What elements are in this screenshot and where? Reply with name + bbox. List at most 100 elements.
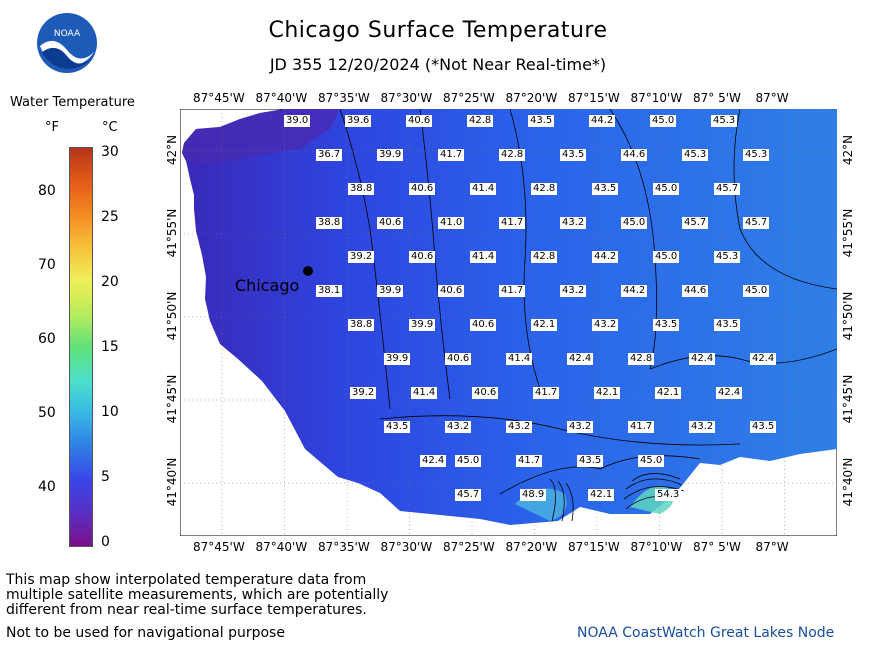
temperature-value: 43.5	[577, 455, 604, 467]
temperature-value: 42.8	[531, 183, 558, 195]
latitude-label: 41°55'N	[165, 208, 179, 258]
temperature-value: 40.6	[472, 387, 499, 399]
temperature-value: 45.0	[455, 455, 482, 467]
temperature-value: 45.7	[743, 217, 770, 229]
longitude-label: 87°15'W	[568, 91, 620, 105]
legend-c-tick: 10	[101, 404, 119, 420]
temperature-value: 41.4	[470, 183, 497, 195]
temperature-value: 40.6	[409, 251, 436, 263]
temperature-value: 45.3	[743, 149, 770, 161]
longitude-label: 87°35'W	[318, 91, 370, 105]
temperature-value: 36.7	[316, 149, 343, 161]
temperature-value: 39.9	[384, 353, 411, 365]
temperature-value: 42.4	[567, 353, 594, 365]
temperature-value: 41.7	[628, 421, 655, 433]
temperature-value: 45.0	[638, 455, 665, 467]
temperature-value: 45.0	[653, 183, 680, 195]
temperature-value: 41.0	[438, 217, 465, 229]
temperature-value: 41.7	[533, 387, 560, 399]
legend-unit-f: °F	[45, 120, 59, 135]
temperature-value: 41.4	[411, 387, 438, 399]
temperature-value: 45.0	[650, 115, 677, 127]
page-title: Chicago Surface Temperature	[268, 18, 608, 43]
temperature-value: 38.8	[348, 319, 375, 331]
temperature-value: 39.6	[345, 115, 372, 127]
temperature-value: 42.4	[689, 353, 716, 365]
temperature-value: 44.2	[589, 115, 616, 127]
temperature-value: 42.1	[594, 387, 621, 399]
credit-text: NOAA CoastWatch Great Lakes Node	[577, 625, 835, 641]
legend-title: Water Temperature	[10, 95, 135, 110]
temperature-value: 43.2	[560, 285, 587, 297]
longitude-label: 87°35'W	[318, 540, 370, 554]
temperature-value: 54.3	[655, 489, 682, 501]
latitude-label: 41°40'N	[841, 457, 855, 507]
temperature-value: 42.8	[499, 149, 526, 161]
latitude-label: 41°45'N	[841, 374, 855, 424]
temperature-value: 43.2	[506, 421, 533, 433]
page-subtitle: JD 355 12/20/2024 (*Not Near Real-time*)	[269, 55, 607, 74]
temperature-value: 38.8	[348, 183, 375, 195]
temperature-value: 42.4	[750, 353, 777, 365]
noaa-logo-icon: NOAA	[37, 13, 97, 73]
temperature-value: 42.8	[628, 353, 655, 365]
noaa-logo: NOAA	[36, 12, 98, 74]
latitude-label: 41°45'N	[165, 374, 179, 424]
temperature-value: 44.2	[592, 251, 619, 263]
temperature-value: 42.4	[716, 387, 743, 399]
temperature-value: 43.2	[592, 319, 619, 331]
temperature-value: 39.9	[377, 149, 404, 161]
legend-c-tick: 15	[101, 339, 119, 355]
longitude-label: 87°40'W	[255, 91, 308, 105]
logo-text: NOAA	[54, 29, 81, 39]
temperature-value: 48.9	[520, 489, 547, 501]
temperature-value: 45.7	[455, 489, 482, 501]
temperature-value: 40.6	[377, 217, 404, 229]
legend-f-tick: 60	[38, 331, 56, 347]
navigation-warning: Not to be used for navigational purpose	[6, 625, 285, 641]
temperature-value: 39.9	[409, 319, 436, 331]
temperature-value: 42.1	[531, 319, 558, 331]
temperature-value: 42.8	[531, 251, 558, 263]
longitude-label: 87° 5'W	[693, 91, 741, 105]
longitude-label: 87°45'W	[193, 540, 245, 554]
legend-c-tick: 20	[101, 274, 119, 290]
longitude-label: 87°30'W	[380, 91, 433, 105]
temperature-value: 40.6	[409, 183, 436, 195]
temperature-value: 44.2	[621, 285, 648, 297]
disclaimer-text: This map show interpolated temperature d…	[6, 572, 389, 618]
city-label-chicago: Chicago	[235, 276, 300, 295]
temperature-value: 43.2	[445, 421, 472, 433]
latitude-label: 42°N	[841, 134, 855, 166]
temperature-value: 41.7	[516, 455, 543, 467]
temperature-value: 43.2	[567, 421, 594, 433]
temperature-value: 43.2	[560, 217, 587, 229]
legend-c-tick: 5	[101, 469, 110, 485]
temperature-value: 45.3	[714, 251, 741, 263]
temperature-value: 43.5	[384, 421, 411, 433]
temperature-value: 45.0	[743, 285, 770, 297]
temperature-value: 45.7	[682, 217, 709, 229]
temperature-value: 42.4	[420, 455, 447, 467]
legend-c-tick: 25	[101, 209, 119, 225]
temperature-value: 40.6	[406, 115, 433, 127]
latitude-label: 41°55'N	[841, 208, 855, 258]
legend-c-tick: 30	[101, 144, 119, 160]
longitude-label: 87° 5'W	[693, 540, 741, 554]
legend-f-tick: 80	[38, 183, 56, 199]
temperature-value: 43.5	[560, 149, 587, 161]
temperature-value: 43.2	[689, 421, 716, 433]
temperature-value: 45.0	[621, 217, 648, 229]
longitude-label: 87°45'W	[193, 91, 245, 105]
temperature-value: 42.1	[655, 387, 682, 399]
legend-f-tick: 40	[38, 479, 56, 495]
temperature-value: 41.4	[506, 353, 533, 365]
temperature-value: 41.7	[499, 217, 526, 229]
temperature-value: 38.8	[316, 217, 343, 229]
latitude-label: 41°50'N	[165, 291, 179, 341]
longitude-label: 87°W	[755, 91, 789, 105]
legend-f-tick: 70	[38, 257, 56, 273]
temperature-value: 43.5	[653, 319, 680, 331]
temperature-value: 42.1	[588, 489, 615, 501]
longitude-label: 87°20'W	[505, 540, 558, 554]
